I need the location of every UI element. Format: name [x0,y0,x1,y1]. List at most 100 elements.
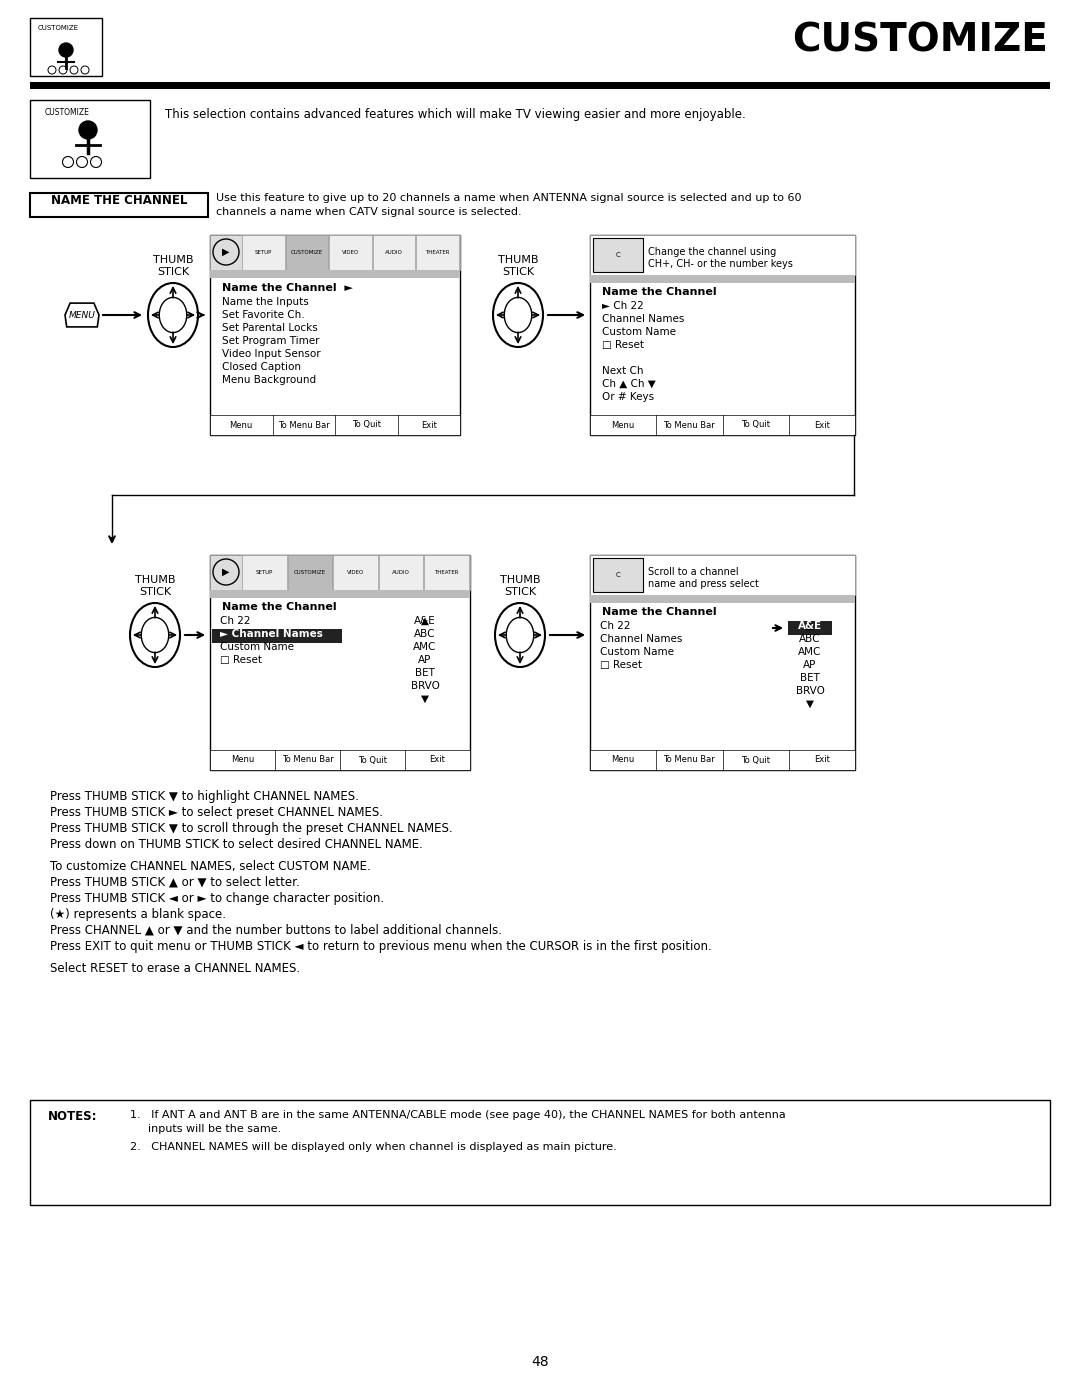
Bar [30,82,1050,89]
Text: THEATER: THEATER [434,570,459,576]
Text: Use this feature to give up to 20 channels a name when ANTENNA signal source is : Use this feature to give up to 20 channe… [216,193,801,203]
Circle shape [79,122,97,138]
Text: To Menu Bar: To Menu Bar [663,420,715,429]
Text: MENU: MENU [68,310,95,320]
Text: To Quit: To Quit [352,420,381,429]
Text: AUDIO: AUDIO [386,250,403,256]
Bar [373,235,416,270]
Bar [593,557,643,592]
Bar [210,590,470,598]
Text: ► Channel Names: ► Channel Names [220,629,323,638]
Text: name and press select: name and press select [648,578,759,590]
Text: Or # Keys: Or # Keys [602,393,654,402]
Bar [788,622,832,636]
Text: STICK: STICK [504,587,536,597]
Bar [212,629,342,643]
Bar [329,235,372,270]
Bar [590,750,855,770]
Bar [590,555,855,770]
Text: To Quit: To Quit [357,756,387,764]
Text: AP: AP [418,655,432,665]
Text: To Menu Bar: To Menu Bar [663,756,715,764]
Text: AMC: AMC [798,647,822,657]
Text: To Menu Bar: To Menu Bar [278,420,329,429]
Text: ▼: ▼ [421,694,429,704]
Text: THUMB: THUMB [135,576,175,585]
Bar [590,595,855,604]
Text: (★) represents a blank space.: (★) represents a blank space. [50,908,226,921]
Text: STICK: STICK [139,587,171,597]
Text: Press down on THUMB STICK to select desired CHANNEL NAME.: Press down on THUMB STICK to select desi… [50,838,423,851]
Text: A&E: A&E [414,616,436,626]
Text: Menu: Menu [611,756,635,764]
Text: Press CHANNEL ▲ or ▼ and the number buttons to label additional channels.: Press CHANNEL ▲ or ▼ and the number butt… [50,923,502,937]
Text: BET: BET [800,673,820,683]
Bar [334,555,378,590]
Text: To Quit: To Quit [741,420,770,429]
Text: ▲: ▲ [806,622,814,631]
Bar [590,235,855,275]
Text: Scroll to a channel: Scroll to a channel [648,567,739,577]
Text: CUSTOMIZE: CUSTOMIZE [291,250,323,256]
Text: Name the Inputs: Name the Inputs [222,298,309,307]
Text: Select RESET to erase a CHANNEL NAMES.: Select RESET to erase a CHANNEL NAMES. [50,963,300,975]
Bar [590,555,855,595]
Text: STICK: STICK [502,267,535,277]
Text: ► Ch 22: ► Ch 22 [602,300,644,312]
Bar [242,235,285,270]
Bar [285,235,328,270]
Text: NAME THE CHANNEL: NAME THE CHANNEL [51,194,187,207]
Text: AP: AP [804,659,816,671]
Text: Video Input Sensor: Video Input Sensor [222,349,321,359]
Text: CUSTOMIZE: CUSTOMIZE [294,570,326,576]
Text: CUSTOMIZE: CUSTOMIZE [792,22,1048,60]
Text: To Quit: To Quit [741,756,770,764]
Text: This selection contains advanced features which will make TV viewing easier and : This selection contains advanced feature… [165,108,746,122]
Text: CUSTOMIZE: CUSTOMIZE [45,108,90,117]
Text: BET: BET [415,668,435,678]
Text: Ch 22: Ch 22 [600,622,631,631]
Text: Custom Name: Custom Name [602,327,676,337]
Text: Set Parental Locks: Set Parental Locks [222,323,318,332]
Bar [417,235,459,270]
Text: SETUP: SETUP [256,570,273,576]
Text: THUMB: THUMB [500,576,540,585]
Text: Set Program Timer: Set Program Timer [222,337,320,346]
Text: C: C [616,571,620,578]
Text: Exit: Exit [814,756,829,764]
Bar [210,415,460,434]
Text: NOTES:: NOTES: [48,1111,97,1123]
Text: C: C [616,251,620,258]
Text: THUMB: THUMB [152,256,193,265]
Bar [590,275,855,284]
Text: Ch ▲ Ch ▼: Ch ▲ Ch ▼ [602,379,656,388]
Text: 2.   CHANNEL NAMES will be displayed only when channel is displayed as main pict: 2. CHANNEL NAMES will be displayed only … [130,1141,617,1153]
Text: ▶: ▶ [222,567,230,577]
Text: Custom Name: Custom Name [220,643,294,652]
Text: Press EXIT to quit menu or THUMB STICK ◄ to return to previous menu when the CUR: Press EXIT to quit menu or THUMB STICK ◄… [50,940,712,953]
Text: CUSTOMIZE: CUSTOMIZE [38,25,79,31]
Text: Press THUMB STICK ▲ or ▼ to select letter.: Press THUMB STICK ▲ or ▼ to select lette… [50,876,300,888]
Text: CH+, CH- or the number keys: CH+, CH- or the number keys [648,258,793,270]
Text: THUMB: THUMB [498,256,538,265]
Text: Menu Background: Menu Background [222,374,316,386]
Text: 48: 48 [531,1355,549,1369]
Bar [210,555,470,590]
Text: Press THUMB STICK ◄ or ► to change character position.: Press THUMB STICK ◄ or ► to change chara… [50,893,384,905]
Text: VIDEO: VIDEO [342,250,360,256]
Bar [210,235,460,270]
Bar [210,750,470,770]
Text: THEATER: THEATER [426,250,450,256]
Text: Name the Channel: Name the Channel [602,286,717,298]
Text: Ch 22: Ch 22 [220,616,251,626]
Text: ABC: ABC [415,629,435,638]
Text: Press THUMB STICK ▼ to highlight CHANNEL NAMES.: Press THUMB STICK ▼ to highlight CHANNEL… [50,789,359,803]
Text: BRVO: BRVO [410,680,440,692]
Text: Set Favorite Ch.: Set Favorite Ch. [222,310,305,320]
Text: Custom Name: Custom Name [600,647,674,657]
Bar [287,555,333,590]
Text: ▶: ▶ [222,247,230,257]
Text: ▼: ▼ [806,698,814,710]
Text: Channel Names: Channel Names [602,314,685,324]
Bar [590,235,855,434]
